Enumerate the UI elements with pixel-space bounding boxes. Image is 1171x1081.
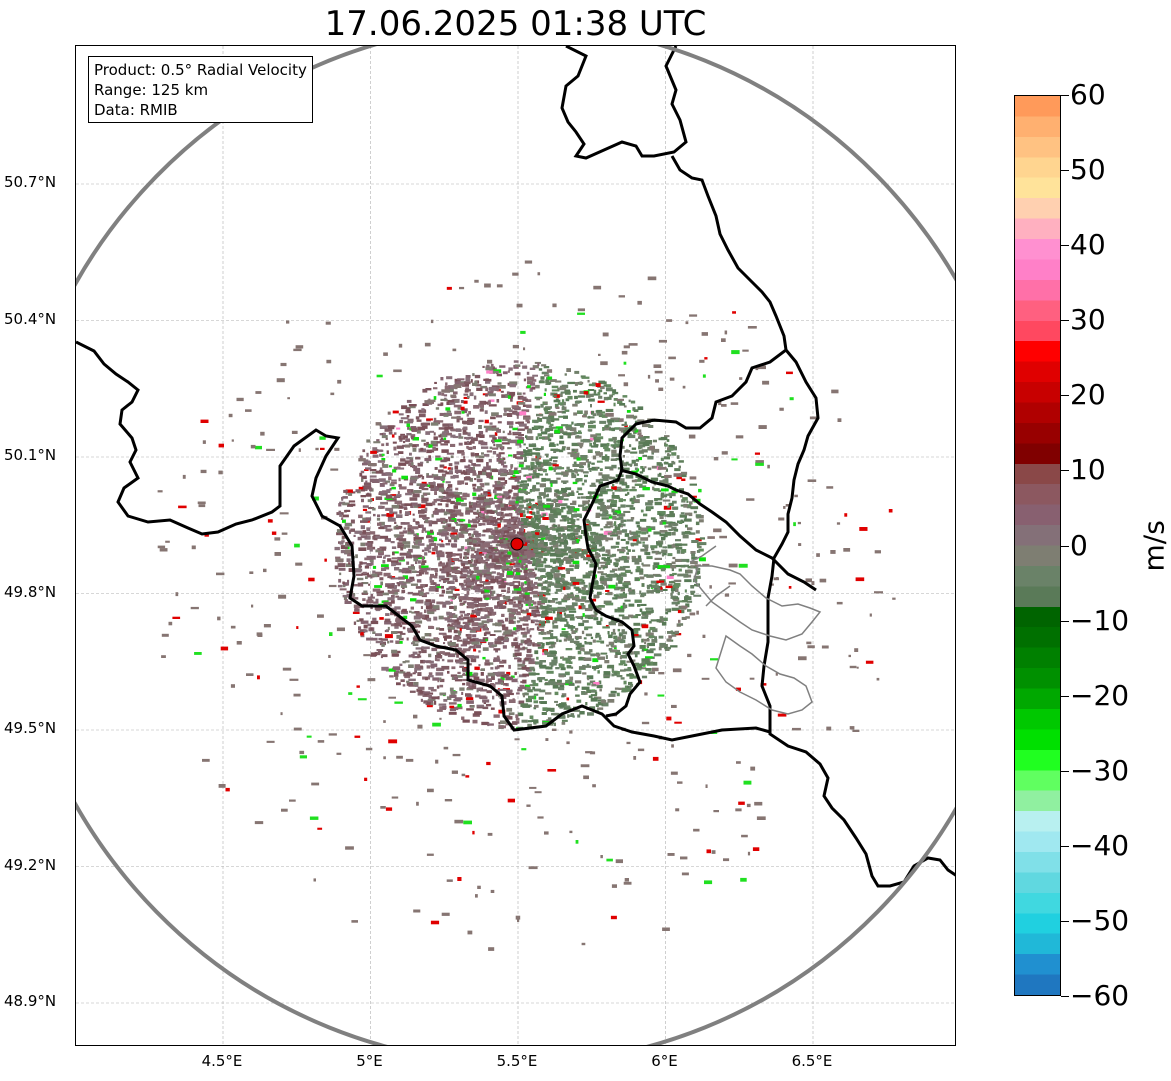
border-germany-luxembourg-south xyxy=(619,468,817,592)
map-title: 17.06.2025 01:38 UTC xyxy=(324,4,707,44)
colorbar-tick-mark xyxy=(1061,470,1069,472)
colorbar-tick-mark xyxy=(1061,695,1069,697)
colorbar-tick-label: −40 xyxy=(1070,828,1130,862)
colorbar-tick-label: 60 xyxy=(1070,78,1106,111)
lon-tick-label: 5°E xyxy=(356,1052,383,1070)
velocity-colorbar xyxy=(1014,95,1061,996)
radar-map[interactable] xyxy=(75,45,956,1046)
lon-tick-label: 6°E xyxy=(651,1052,678,1070)
colorbar-tick-label: −50 xyxy=(1070,903,1130,937)
colorbar-tick-label: 0 xyxy=(1070,528,1088,562)
colorbar-tick-label: −10 xyxy=(1070,603,1130,637)
info-range: Range: 125 km xyxy=(94,81,209,99)
lon-tick-label: 5.5°E xyxy=(496,1052,538,1070)
colorbar-tick-mark xyxy=(1061,320,1069,322)
lat-tick-label: 49.2°N xyxy=(4,855,57,874)
info-source: Data: RMIB xyxy=(94,101,178,119)
borders xyxy=(76,46,955,888)
region-borders-saarland xyxy=(689,545,822,715)
border-belgium-france xyxy=(76,340,771,742)
border-germany-france xyxy=(760,349,955,888)
colorbar-unit-label: m/s xyxy=(1137,520,1171,572)
colorbar-tick-mark xyxy=(1061,545,1069,547)
colorbar-tick-mark xyxy=(1061,996,1069,997)
colorbar-tick-mark xyxy=(1061,920,1069,922)
colorbar-tick-label: 30 xyxy=(1070,303,1106,337)
lat-tick-label: 50.4°N xyxy=(4,309,57,328)
radar-site-marker xyxy=(510,537,524,551)
info-product: Product: 0.5° Radial Velocity xyxy=(94,61,307,79)
lat-tick-label: 48.9°N xyxy=(4,992,57,1010)
colorbar-tick-label: 50 xyxy=(1070,153,1106,187)
lon-tick-label: 4.5°E xyxy=(201,1052,243,1070)
colorbar-tick-mark xyxy=(1061,245,1069,247)
colorbar-tick-label: 20 xyxy=(1070,378,1106,412)
lat-tick-label: 49.5°N xyxy=(4,719,57,737)
colorbar-tick-mark xyxy=(1061,620,1069,622)
colorbar-tick-label: −20 xyxy=(1070,678,1130,712)
colorbar-tick-mark xyxy=(1061,845,1069,847)
colorbar-tick-mark xyxy=(1061,770,1069,772)
border-luxembourg-germany xyxy=(582,155,788,718)
colorbar-tick-label: −60 xyxy=(1070,979,1130,1012)
colorbar-tick-mark xyxy=(1061,95,1069,96)
colorbar-tick-label: 10 xyxy=(1070,453,1106,487)
lat-tick-label: 49.8°N xyxy=(4,582,57,601)
colorbar-tick-label: −30 xyxy=(1070,753,1130,787)
lat-tick-label: 50.1°N xyxy=(4,446,57,464)
colorbar-tick-mark xyxy=(1061,395,1069,397)
colorbar-tick-mark xyxy=(1061,170,1069,172)
product-info-box: Product: 0.5° Radial Velocity Range: 125… xyxy=(88,56,313,123)
lat-tick-label: 50.7°N xyxy=(4,173,57,191)
lon-tick-label: 6.5°E xyxy=(791,1052,833,1070)
border-belgium-germany xyxy=(560,46,688,160)
colorbar-tick-label: 40 xyxy=(1070,228,1106,262)
radar-site xyxy=(510,537,524,551)
velocity-echoes xyxy=(157,260,896,951)
